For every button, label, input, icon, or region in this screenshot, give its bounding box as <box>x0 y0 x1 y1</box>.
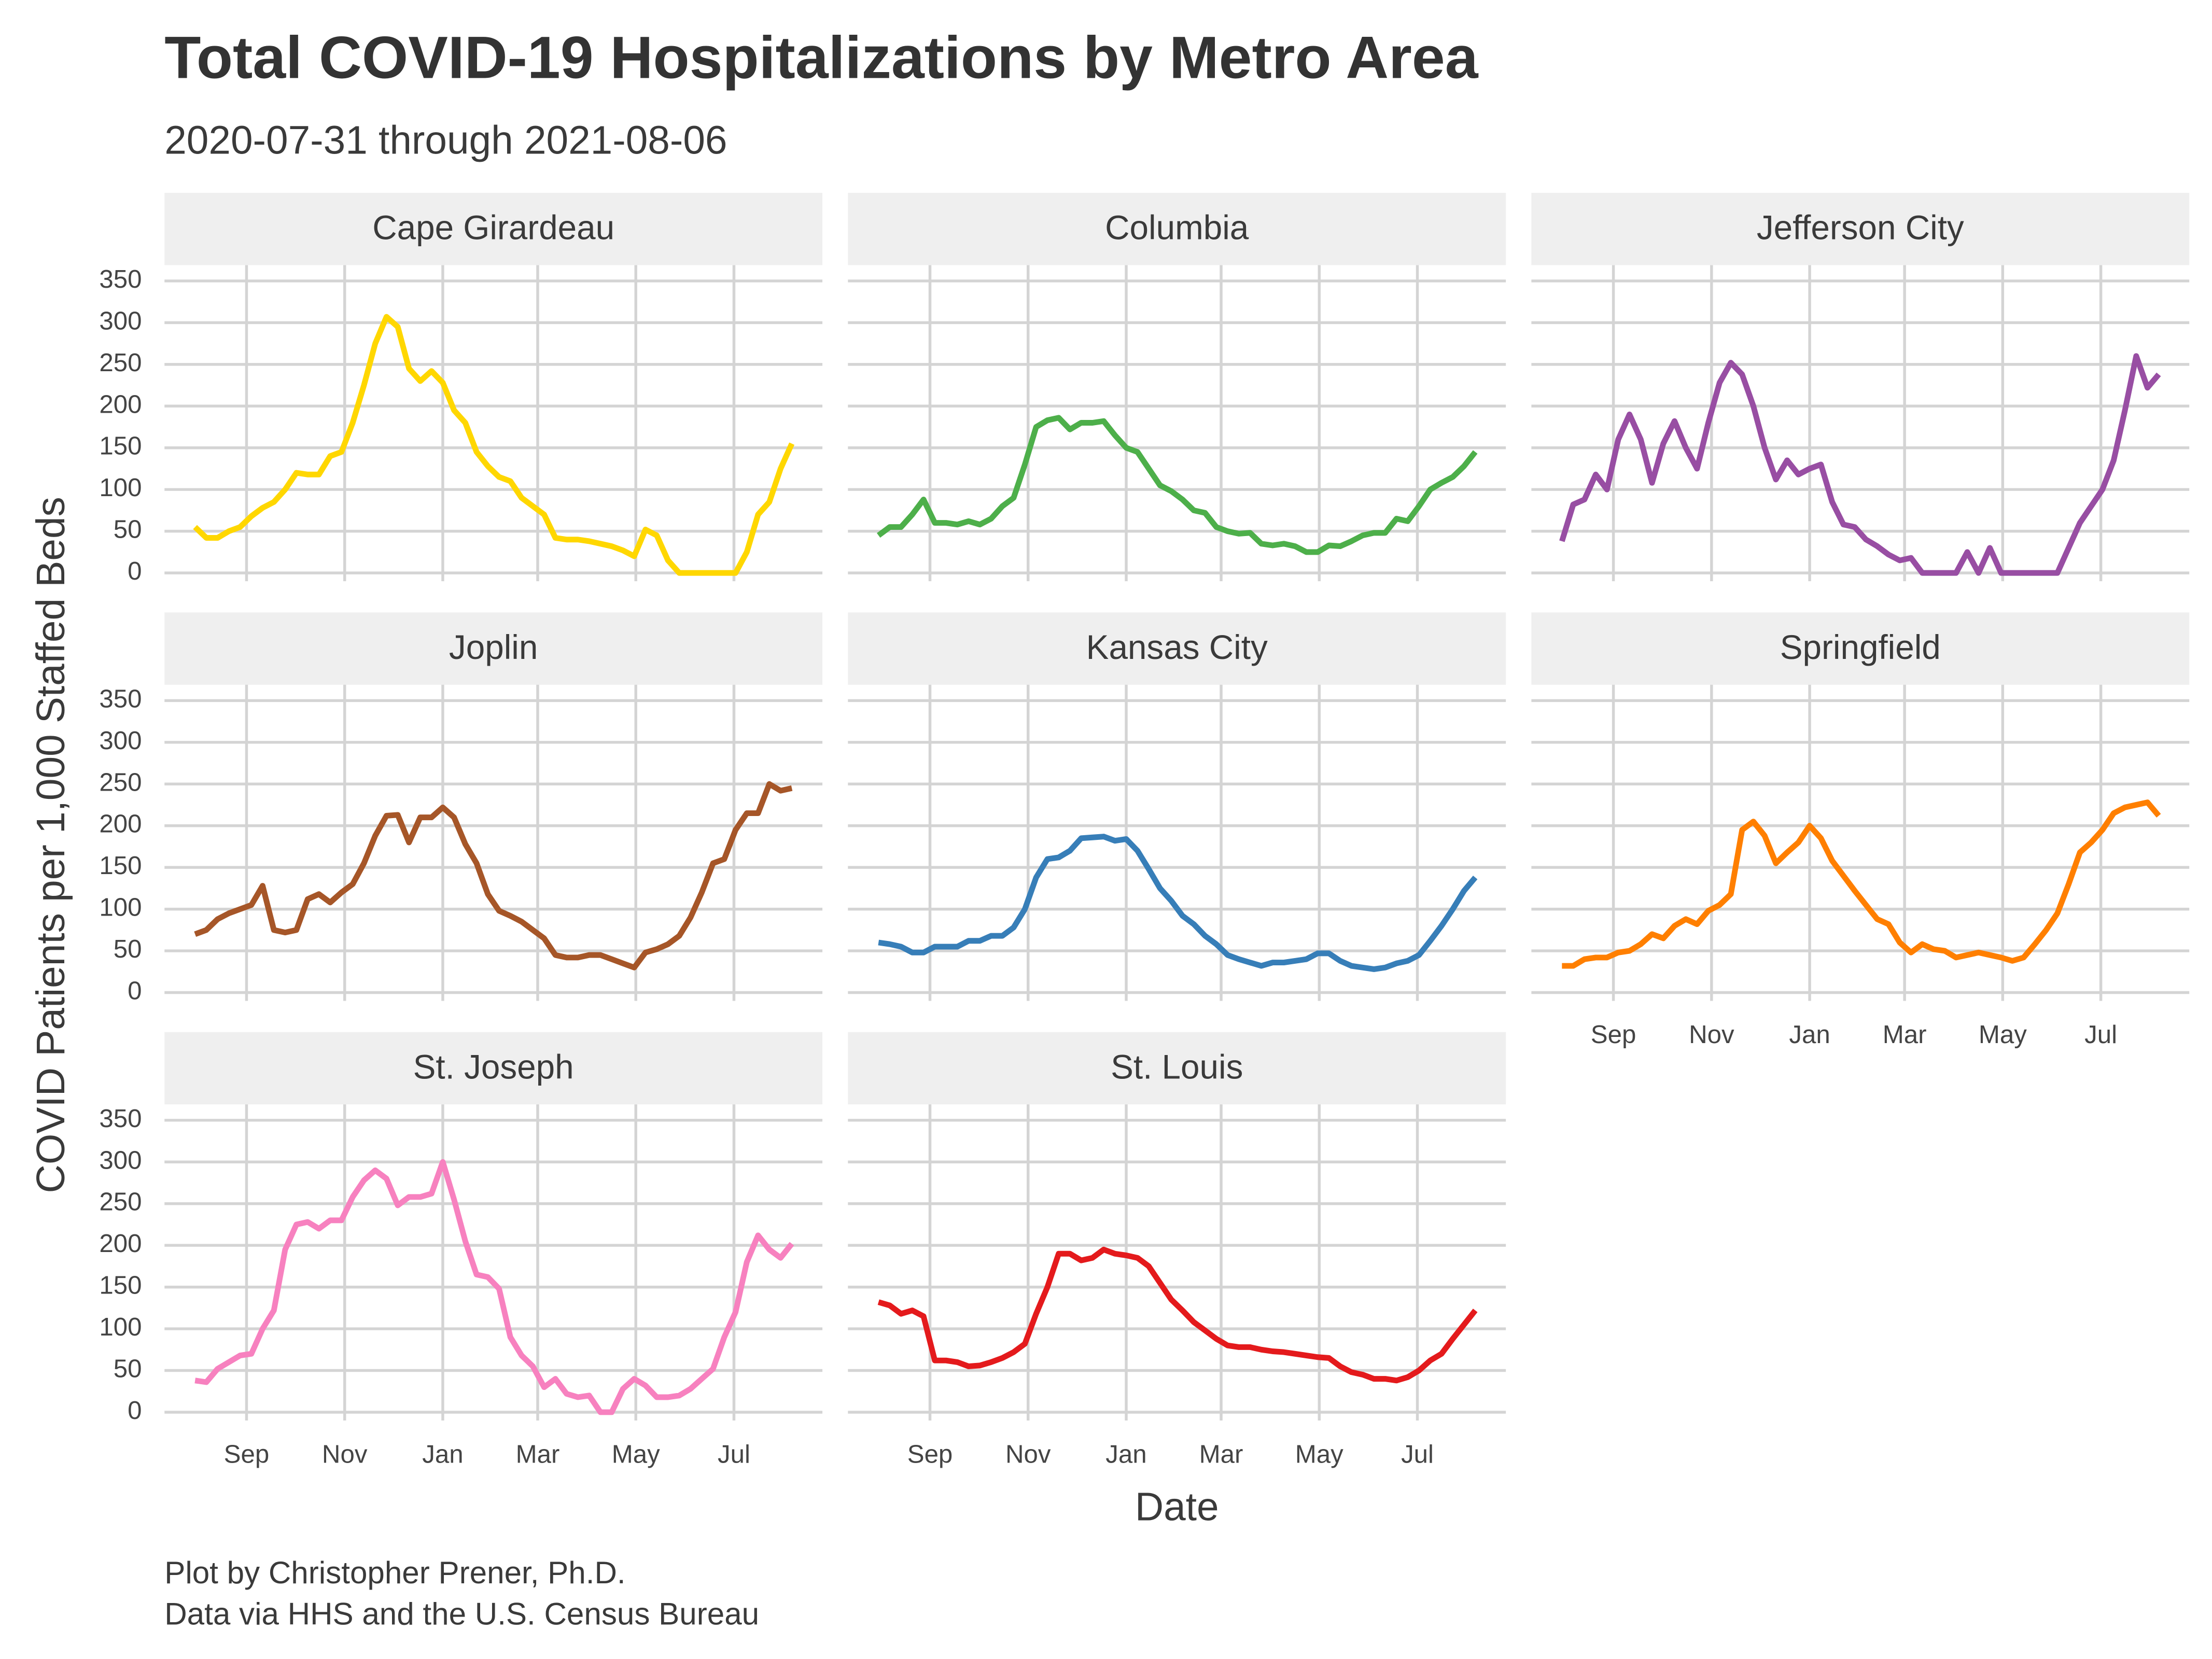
facet-strip <box>164 192 823 265</box>
x-tick-label: Jul <box>1401 1440 1434 1468</box>
y-tick-label: 150 <box>99 1271 142 1300</box>
facet-label: St. Louis <box>1111 1048 1243 1086</box>
x-tick-label: Jan <box>1105 1440 1146 1468</box>
x-tick-label: Jul <box>2084 1020 2117 1049</box>
y-tick-label: 200 <box>99 810 142 838</box>
data-line <box>194 1159 794 1415</box>
facet-strip <box>848 1032 1506 1105</box>
x-tick-label: Nov <box>322 1440 368 1468</box>
x-tick-label: Jan <box>1789 1020 1830 1049</box>
x-tick-label: Mar <box>516 1440 560 1468</box>
x-axis-title: Date <box>1135 1485 1219 1529</box>
facet-label: Columbia <box>1105 209 1249 247</box>
y-tick-label: 200 <box>99 390 142 418</box>
y-tick-label: 0 <box>128 557 142 585</box>
x-tick-label: Nov <box>1689 1020 1734 1049</box>
caption: Plot by Christopher Prener, Ph.D. <box>164 1555 625 1590</box>
facet-label: Kansas City <box>1086 628 1268 666</box>
x-tick-label: Sep <box>1591 1020 1636 1049</box>
y-tick-label: 350 <box>99 684 142 713</box>
y-tick-label: 300 <box>99 306 142 335</box>
y-tick-label: 350 <box>99 265 142 293</box>
x-tick-label: Mar <box>1199 1440 1243 1468</box>
y-tick-label: 250 <box>99 768 142 796</box>
x-tick-label: May <box>612 1440 660 1468</box>
caption: Data via HHS and the U.S. Census Bureau <box>164 1596 759 1631</box>
y-tick-label: 150 <box>99 851 142 880</box>
data-line <box>194 781 793 971</box>
y-tick-label: 0 <box>128 977 142 1005</box>
facet-label: Cape Girardeau <box>372 209 614 247</box>
data-line <box>878 834 1478 972</box>
y-tick-label: 300 <box>99 1146 142 1174</box>
y-tick-label: 250 <box>99 1188 142 1216</box>
y-tick-label: 150 <box>99 432 142 460</box>
x-tick-label: Sep <box>907 1440 953 1468</box>
x-tick-label: Sep <box>224 1440 270 1468</box>
data-line <box>877 415 1478 555</box>
facet-strip <box>1531 192 2190 265</box>
data-line <box>193 314 795 576</box>
y-tick-label: 100 <box>99 893 142 922</box>
y-tick-label: 100 <box>99 1313 142 1341</box>
y-axis-title: COVID Patients per 1,000 Staffed Beds <box>29 497 73 1193</box>
facet-label: Jefferson City <box>1757 209 1964 247</box>
x-tick-label: May <box>1295 1440 1343 1468</box>
y-tick-label: 250 <box>99 348 142 377</box>
chart-title: Total COVID-19 Hospitalizations by Metro… <box>164 25 1478 91</box>
facet-label: Joplin <box>449 628 538 666</box>
facet-label: St. Joseph <box>413 1048 574 1086</box>
data-line <box>1562 799 2161 969</box>
y-tick-label: 100 <box>99 473 142 502</box>
y-tick-label: 200 <box>99 1229 142 1258</box>
facet-strip <box>848 192 1506 265</box>
facet-strip <box>848 612 1506 685</box>
y-tick-label: 50 <box>114 515 142 544</box>
y-tick-label: 300 <box>99 726 142 755</box>
x-tick-label: Nov <box>1005 1440 1051 1468</box>
y-tick-label: 0 <box>128 1396 142 1425</box>
y-tick-label: 350 <box>99 1104 142 1133</box>
data-line <box>1559 353 2161 576</box>
data-line <box>877 1246 1478 1384</box>
facet-strip <box>164 1032 823 1105</box>
facet-strip <box>164 612 823 685</box>
facet-strip <box>1531 612 2190 685</box>
x-tick-label: Jan <box>422 1440 463 1468</box>
x-tick-label: May <box>1979 1020 2027 1049</box>
y-tick-label: 50 <box>114 935 142 963</box>
chart-subtitle: 2020-07-31 through 2021-08-06 <box>164 118 727 162</box>
x-tick-label: Mar <box>1883 1020 1927 1049</box>
y-tick-label: 50 <box>114 1355 142 1383</box>
x-tick-label: Jul <box>718 1440 750 1468</box>
facet-label: Springfield <box>1780 628 1941 666</box>
